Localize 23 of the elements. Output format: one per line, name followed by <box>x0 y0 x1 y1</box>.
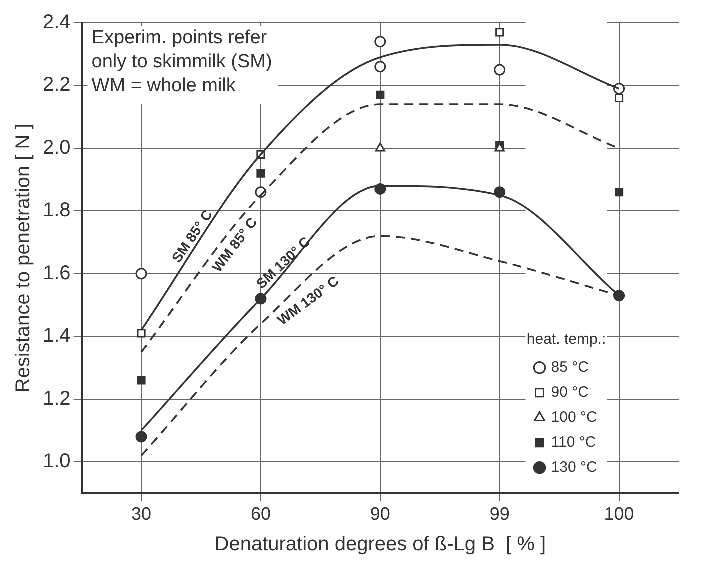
x-axis-title: Denaturation degrees of ß-Lg B [ % ] <box>214 534 546 556</box>
text: SM 85° C <box>168 206 216 266</box>
legend-label: 85 °C <box>551 359 590 376</box>
y-tick-label: 2.4 <box>42 12 71 34</box>
annotation: Experim. points refer only to skimmilk (SM) WM = whole milk <box>92 28 272 97</box>
legend-label: 100 °C <box>551 409 598 426</box>
y-tick-label: 2.2 <box>42 74 71 96</box>
legend-label: 90 °C <box>551 384 590 402</box>
legend-title: heat. temp.: <box>526 331 606 348</box>
legend-label: 110 °C <box>551 434 596 452</box>
y-tick-label: 1.8 <box>42 200 71 222</box>
y-tick-label: 2.0 <box>42 136 71 159</box>
x-tick-label: 30 <box>132 504 152 524</box>
x-tick-label: 99 <box>490 504 510 524</box>
legend-label: 130 °C <box>551 459 598 476</box>
x-tick-label: 60 <box>250 504 271 524</box>
y-tick-label: 1.2 <box>42 388 71 410</box>
y-tick-label: 1.4 <box>42 325 71 348</box>
y-tick-label: 1.6 <box>42 262 71 284</box>
y-axis-title: Resistance to penetration [ N ] <box>12 124 35 393</box>
x-tick-label: 90 <box>370 504 390 524</box>
x-tick-label: 100 <box>604 504 634 524</box>
y-tick-label: 1.0 <box>42 450 71 473</box>
